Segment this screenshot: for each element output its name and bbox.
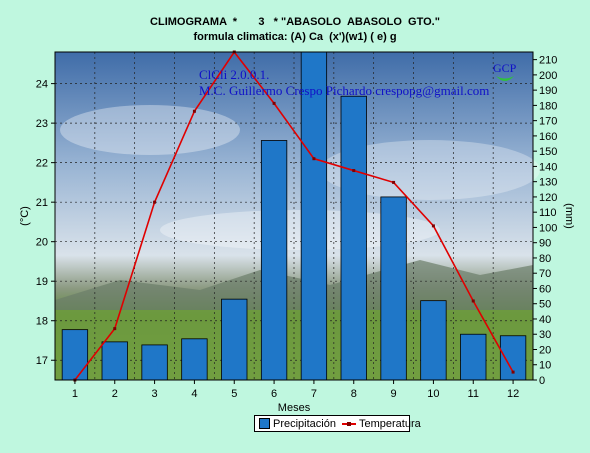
x-tick-label: 1 [72, 388, 78, 400]
right-tick-label: 200 [539, 70, 557, 82]
x-tick-label: 7 [311, 388, 317, 400]
left-tick-label: 19 [36, 276, 48, 288]
left-tick-label: 21 [36, 197, 48, 209]
right-tick-label: 90 [539, 238, 551, 250]
x-tick-label: 6 [271, 388, 277, 400]
right-tick-label: 210 [539, 55, 557, 67]
precipitation-bar [260, 140, 288, 381]
precipitation-bar [61, 329, 89, 381]
left-tick-label: 17 [36, 355, 48, 367]
x-tick-label: 10 [427, 388, 439, 400]
temperature-point [153, 200, 157, 204]
y-right-label: (mm) [563, 203, 575, 229]
right-tick-label: 100 [539, 222, 557, 234]
left-tick-label: 23 [36, 118, 48, 130]
right-tick-label: 160 [539, 131, 557, 143]
precipitation-bar [380, 196, 407, 381]
right-axis-ticks: 0 10 20 30 40 50 60 70 80 90 100 110 120 130 140 150 160… [533, 55, 557, 387]
legend: Precipitación Temperatura [254, 415, 421, 432]
legend-item-temperature: Temperatura [341, 417, 421, 430]
right-tick-label: 150 [539, 146, 557, 158]
right-tick-label: 170 [539, 116, 557, 128]
temperature-point [392, 180, 396, 184]
precipitation-bar [460, 333, 487, 381]
right-tick-label: 40 [539, 314, 551, 326]
right-tick-label: 140 [539, 161, 557, 173]
temperature-point [192, 109, 196, 113]
temperature-line [73, 50, 515, 382]
right-tick-label: 60 [539, 283, 551, 295]
author-text: M.C. Guillermo Crespo Pichardo crespopg@… [199, 83, 489, 98]
precipitation-bars [61, 51, 527, 381]
temperature-point [352, 169, 356, 173]
x-tick-label: 11 [468, 388, 479, 400]
legend-label-precipitation: Precipitación [273, 417, 336, 430]
right-tick-label: 20 [539, 344, 551, 356]
precipitation-bar [300, 51, 328, 381]
temperature-polyline [74, 50, 514, 381]
left-axis-ticks: 17 18 19 20 21 22 23 24 [36, 79, 55, 367]
x-axis-ticks: 1 2 3 4 5 6 7 8 9 10 11 12 [72, 380, 519, 400]
precipitation-bar [181, 338, 208, 381]
right-tick-label: 50 [539, 299, 551, 311]
x-tick-label: 2 [112, 388, 118, 400]
precipitation-bar [340, 95, 367, 381]
right-tick-label: 80 [539, 253, 551, 265]
x-tick-label: 5 [231, 388, 237, 400]
precipitation-bar [141, 344, 168, 381]
temperature-point [312, 157, 316, 161]
chart-subtitle: formula climatica: (A) Ca (x')(w1) ( e) … [193, 31, 397, 43]
left-tick-label: 24 [36, 79, 48, 91]
right-tick-label: 180 [539, 100, 557, 112]
logo-mark-icon [496, 76, 514, 81]
left-tick-label: 18 [36, 316, 48, 328]
right-tick-label: 30 [539, 329, 551, 341]
temperature-point [511, 370, 515, 374]
right-tick-label: 70 [539, 268, 551, 280]
temperature-point [471, 299, 475, 303]
precipitation-bar [221, 298, 248, 381]
right-tick-label: 0 [539, 375, 545, 387]
right-tick-label: 190 [539, 85, 557, 97]
left-tick-label: 22 [36, 158, 48, 170]
bar-swatch-icon [259, 418, 270, 429]
gcp-logo: GCP [493, 61, 517, 75]
x-tick-label: 12 [507, 388, 519, 400]
plot-frame [54, 51, 534, 381]
version-text: ClCli 2.0.0.1. [199, 67, 269, 82]
y-left-label: (°C) [19, 206, 31, 226]
precipitation-bar [101, 341, 128, 381]
line-swatch-icon [341, 421, 356, 426]
right-tick-label: 120 [539, 192, 557, 204]
x-tick-label: 4 [191, 388, 197, 400]
right-tick-label: 10 [539, 360, 551, 372]
temperature-point [113, 327, 117, 331]
right-tick-label: 110 [539, 207, 557, 219]
precipitation-bar [420, 300, 447, 381]
x-tick-label: 9 [391, 388, 397, 400]
legend-label-temperature: Temperatura [358, 417, 421, 430]
legend-item-precipitation: Precipitación [259, 418, 336, 430]
right-tick-label: 130 [539, 177, 557, 189]
chart-title: CLIMOGRAMA * 3 * "ABASOLO ABASOLO GTO." [150, 16, 440, 28]
x-axis-label: Meses [278, 402, 311, 414]
plot-background [55, 52, 540, 380]
left-tick-label: 20 [36, 237, 48, 249]
temperature-point [431, 224, 435, 228]
x-tick-label: 3 [152, 388, 158, 400]
temperature-point [272, 101, 276, 105]
x-tick-label: 8 [351, 388, 357, 400]
